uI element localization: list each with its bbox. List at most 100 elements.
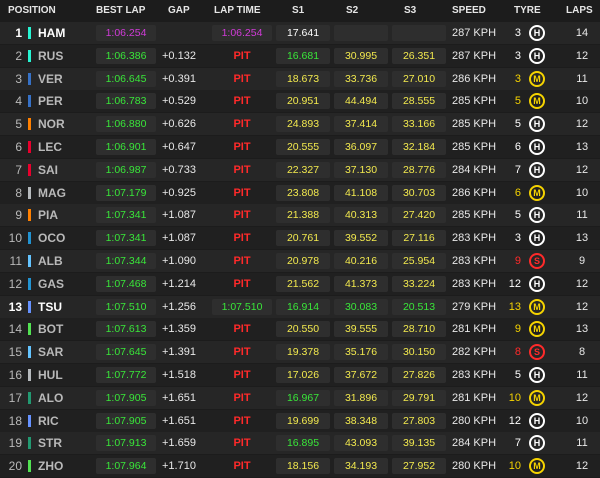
sector-time: 37.130 <box>334 161 388 178</box>
team-bar <box>28 437 31 450</box>
speed: 281 KPH <box>452 323 497 336</box>
lap-time: 1:07.510 <box>212 298 272 315</box>
column-header: GAP <box>168 5 190 16</box>
gap: +1.087 <box>162 232 196 245</box>
position: 7 <box>15 162 22 177</box>
gap: +1.710 <box>162 460 196 473</box>
laps: 11 <box>576 209 588 222</box>
best-lap: 1:06.386 <box>96 47 156 64</box>
laps: 10 <box>575 95 589 108</box>
sector-time: 20.761 <box>276 230 330 247</box>
sector-time: 39.135 <box>392 435 446 452</box>
speed: 281 KPH <box>452 391 497 404</box>
speed: 285 KPH <box>452 118 497 131</box>
gap: +1.659 <box>162 437 196 450</box>
tyre-compound: H <box>529 139 545 155</box>
sector-time: 20.555 <box>276 139 330 155</box>
gap: +0.391 <box>162 72 196 85</box>
laps: 12 <box>575 300 589 313</box>
position: 17 <box>8 390 22 405</box>
sector-time: 27.803 <box>392 412 446 429</box>
team-bar <box>28 27 31 39</box>
tyre-age: 7 <box>514 163 521 176</box>
tyre-compound: H <box>529 116 545 133</box>
driver-code: ALB <box>38 254 63 268</box>
laps: 12 <box>575 118 589 131</box>
sector-time: 20.513 <box>392 298 446 315</box>
laps: 8 <box>578 346 586 359</box>
speed: 283 KPH <box>452 255 497 267</box>
sector-time: 16.895 <box>276 435 330 452</box>
team-bar <box>28 323 31 336</box>
position: 4 <box>15 94 22 109</box>
best-lap: 1:07.344 <box>96 253 156 269</box>
laps: 12 <box>575 163 589 176</box>
team-bar <box>28 95 31 108</box>
position: 1 <box>15 26 22 40</box>
driver-code: NOR <box>38 117 65 132</box>
driver-code: HUL <box>38 368 63 382</box>
driver-row: 16 HUL 1:07.772 +1.518 PIT 17.026 37.672 27.826… <box>0 364 600 386</box>
gap: +0.647 <box>162 141 196 153</box>
tyre-compound: H <box>529 412 545 429</box>
sector-time: 19.378 <box>276 344 330 361</box>
speed: 280 KPH <box>452 414 497 427</box>
team-bar <box>28 414 31 427</box>
position: 9 <box>15 208 22 223</box>
position: 8 <box>15 185 22 200</box>
sector-time: 20.978 <box>276 253 330 269</box>
driver-row: 6 LEC 1:06.901 +0.647 PIT 20.555 36.097 32.184 2… <box>0 136 600 158</box>
tyre-compound: H <box>529 47 545 64</box>
best-lap: 1:07.964 <box>96 458 156 475</box>
sector-time: 17.641 <box>276 25 330 41</box>
sector-time: 30.150 <box>392 344 446 361</box>
sector-time: 16.681 <box>276 47 330 64</box>
laps: 11 <box>576 437 588 450</box>
sector-time: 27.952 <box>392 458 446 475</box>
speed: 279 KPH <box>452 300 497 313</box>
tyre-compound: H <box>529 161 545 178</box>
tyre-compound: M <box>529 184 545 201</box>
laps: 13 <box>575 141 589 153</box>
gap: +0.626 <box>162 118 196 131</box>
sector-time: 31.896 <box>334 389 388 406</box>
team-bar <box>28 118 31 131</box>
driver-row: 14 BOT 1:07.613 +1.359 PIT 20.550 39.555 28.710… <box>0 318 600 341</box>
driver-row: 17 ALO 1:07.905 +1.651 PIT 16.967 31.896 29.791… <box>0 386 600 409</box>
driver-row: 11 ALB 1:07.344 +1.090 PIT 20.978 40.216 25.954… <box>0 250 600 272</box>
sector-time: 25.954 <box>392 253 446 269</box>
sector-time: 30.995 <box>334 47 388 64</box>
lap-time: PIT <box>233 391 251 404</box>
position: 6 <box>15 140 22 154</box>
gap: +1.651 <box>162 391 196 404</box>
laps: 10 <box>575 186 589 199</box>
sector-time: 17.026 <box>276 367 330 383</box>
tyre-age: 12 <box>508 277 521 290</box>
driver-row: 5 NOR 1:06.880 +0.626 PIT 24.893 37.414 33.166 2… <box>0 113 600 136</box>
sector-time: 32.184 <box>392 139 446 155</box>
sector-time: 30.083 <box>334 298 388 315</box>
position: 10 <box>8 231 22 246</box>
gap: +1.087 <box>162 209 196 222</box>
speed: 285 KPH <box>452 141 497 153</box>
laps: 11 <box>576 72 588 85</box>
lap-time: PIT <box>233 346 251 359</box>
team-bar <box>28 346 31 359</box>
driver-row: 13 TSU 1:07.510 +1.256 1:07.510 16.914 30.083 2… <box>0 295 600 318</box>
driver-row: 8 MAG 1:07.179 +0.925 PIT 23.808 41.108 30.703 2… <box>0 181 600 204</box>
team-bar <box>28 277 31 290</box>
driver-row: 12 GAS 1:07.468 +1.214 PIT 21.562 41.373 33.224… <box>0 272 600 295</box>
team-bar <box>28 72 31 85</box>
tyre-age: 6 <box>514 186 521 199</box>
best-lap: 1:07.341 <box>96 207 156 224</box>
tyre-age: 6 <box>514 141 521 153</box>
tyre-age: 13 <box>508 300 521 313</box>
position: 11 <box>9 254 22 268</box>
sector-time: 28.776 <box>392 161 446 178</box>
team-bar <box>28 369 31 381</box>
sector-time: 26.351 <box>392 47 446 64</box>
laps: 13 <box>575 323 589 336</box>
position: 19 <box>8 436 22 451</box>
driver-row: 20 ZHO 1:07.964 +1.710 PIT 18.156 34.193 27.952… <box>0 455 600 478</box>
